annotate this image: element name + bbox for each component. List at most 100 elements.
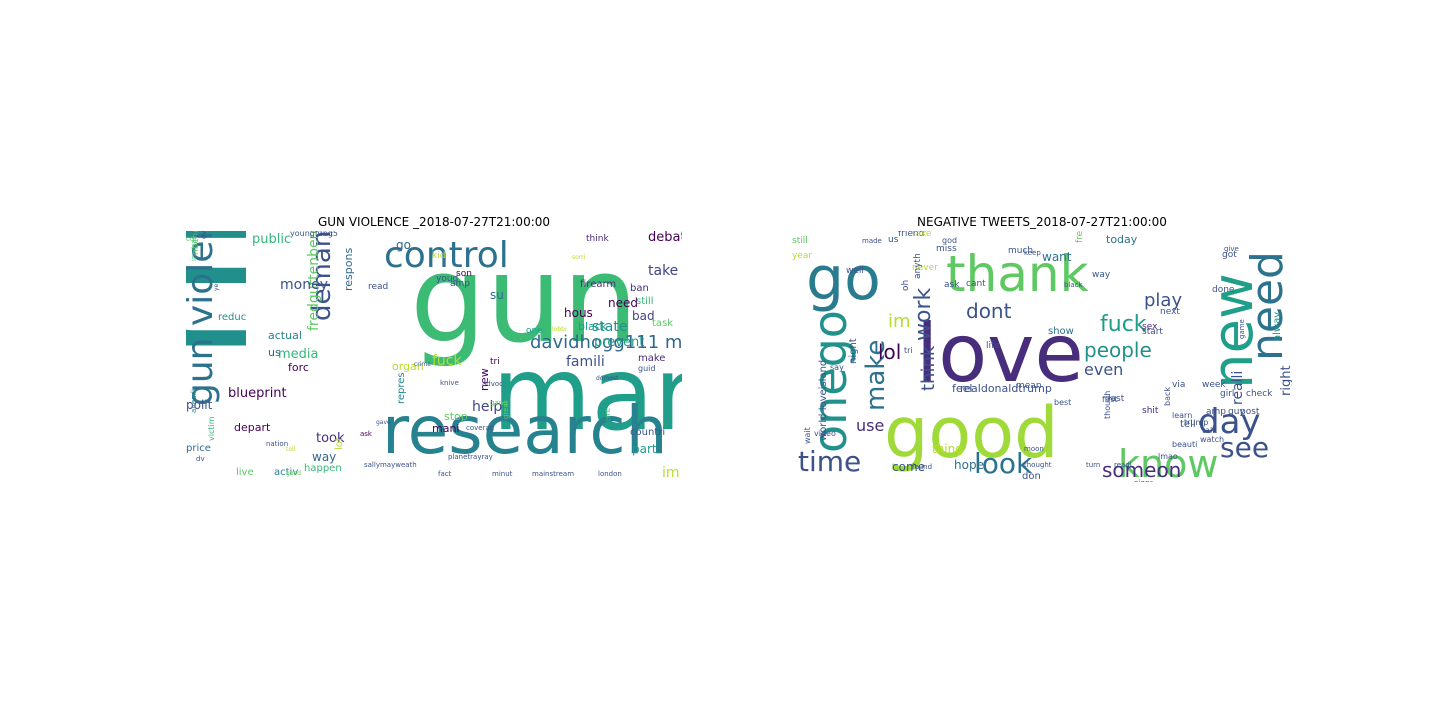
cloud-word: world loveisland	[818, 360, 829, 441]
cloud-word: coverag	[466, 424, 494, 432]
cloud-word: one	[526, 326, 543, 336]
cloud-word: want	[318, 231, 333, 238]
cloud-word: cdc	[186, 235, 198, 243]
cloud-word: cant	[966, 279, 986, 289]
cloud-word: love	[916, 307, 1084, 400]
cloud-word: ye	[213, 283, 220, 291]
cloud-word: beauti	[1172, 440, 1197, 449]
cloud-word: actual	[268, 329, 302, 342]
cloud-word: evid	[200, 231, 208, 239]
cloud-word: look	[974, 447, 1033, 480]
cloud-word: increas	[190, 235, 198, 261]
cloud-word: alway	[1272, 312, 1283, 341]
wordcloud-panel-left: nra gunmariodbresearch control gun violenc d…	[186, 231, 682, 482]
cloud-word: lobbi	[552, 326, 567, 333]
cloud-word: respons	[342, 248, 355, 291]
cloud-word: way	[312, 450, 336, 464]
cloud-word: london	[598, 470, 622, 478]
cloud-word: made	[862, 237, 882, 245]
cloud-word: check	[1246, 389, 1273, 399]
cloud-word: davidhogg111 mariodb	[530, 332, 682, 353]
cloud-word: fuck	[1100, 312, 1147, 337]
cloud-word: video	[814, 429, 836, 438]
cloud-word: dv	[196, 455, 205, 463]
cloud-word: take	[912, 231, 932, 239]
cloud-word: give	[1224, 245, 1239, 253]
cloud-word: lot	[334, 437, 345, 450]
cloud-word: domest	[596, 375, 619, 382]
cloud-word: activ	[274, 467, 298, 478]
cloud-word: nation	[266, 440, 288, 448]
cloud-word: research	[382, 392, 668, 469]
cloud-word: think	[586, 234, 609, 244]
cloud-word: start	[1142, 327, 1163, 337]
cloud-word: best	[1054, 398, 1071, 407]
cloud-word: thought	[1024, 461, 1052, 469]
cloud-word: need	[608, 296, 638, 310]
cloud-word: first	[1102, 395, 1118, 404]
cloud-word: kid	[432, 251, 445, 261]
cloud-word: oh	[901, 280, 911, 291]
cloud-word: guid	[638, 364, 655, 373]
cloud-word: still	[636, 296, 653, 307]
cloud-word: dont	[966, 299, 1012, 323]
cloud-word: youngfung5	[290, 231, 338, 238]
cloud-word: amp	[1206, 407, 1226, 417]
cloud-word: gang	[490, 399, 508, 407]
cloud-word: knive	[440, 379, 459, 387]
cloud-word: life	[986, 341, 1000, 351]
cloud-word: sallymayweath	[364, 461, 417, 469]
wordcloud-panel-right: love good go thank new onego need know day time lo…	[792, 231, 1292, 482]
cloud-word: don	[1022, 471, 1041, 482]
cloud-word: miss	[936, 244, 957, 254]
cloud-word: talk	[1202, 426, 1217, 435]
cloud-word: thank	[946, 245, 1089, 303]
cloud-word: mariodb	[492, 335, 682, 454]
cloud-word: task	[652, 318, 673, 329]
cloud-word: good	[884, 392, 1059, 474]
cloud-word: polit	[186, 398, 213, 412]
cloud-word: great	[502, 400, 510, 419]
cloud-word: part	[632, 442, 657, 456]
cloud-word: im	[662, 465, 680, 481]
cloud-word: good	[286, 470, 301, 477]
cloud-word: friend	[898, 231, 924, 239]
cloud-word: well	[846, 266, 864, 276]
cloud-word: need	[1242, 251, 1292, 361]
cloud-word: fuck	[432, 353, 462, 369]
cloud-word: gun	[410, 231, 638, 370]
cloud-word: night	[848, 338, 859, 364]
cloud-word: mani	[432, 422, 459, 435]
cloud-word: see	[1220, 431, 1269, 464]
cloud-word: play	[1144, 290, 1182, 311]
cloud-word: hope	[954, 458, 984, 472]
cloud-word: crime	[414, 361, 431, 368]
cloud-word: happen	[304, 463, 342, 474]
cloud-word: though	[1103, 391, 1112, 419]
cloud-word: new	[1201, 273, 1266, 389]
cloud-word: reduc	[218, 312, 246, 323]
cloud-word: us	[268, 346, 281, 359]
cloud-word: done	[1212, 285, 1235, 295]
cloud-word: took	[316, 431, 345, 446]
cloud-word: know	[1118, 442, 1218, 482]
cloud-word: lol	[878, 340, 901, 364]
cloud-word: money	[280, 277, 328, 293]
cloud-word: tri	[490, 357, 500, 367]
cloud-word: nigga	[1134, 479, 1154, 482]
cloud-word: amp	[450, 279, 470, 289]
cloud-word: lmao	[1158, 452, 1178, 461]
cloud-word: su	[490, 288, 504, 302]
cloud-word: tell	[1180, 419, 1196, 430]
cloud-word: gave	[376, 419, 391, 426]
cloud-word: post	[1240, 407, 1260, 417]
cloud-word: tri	[904, 346, 913, 355]
cloud-word: planetrayray	[448, 453, 493, 461]
cloud-word: nra	[186, 231, 287, 361]
cloud-word: think	[918, 345, 939, 391]
cloud-word: people	[1084, 338, 1152, 362]
cloud-word: game	[1238, 319, 1246, 339]
cloud-word: go	[806, 244, 881, 314]
cloud-word: way	[1092, 270, 1111, 280]
cloud-word: show	[1048, 326, 1074, 337]
